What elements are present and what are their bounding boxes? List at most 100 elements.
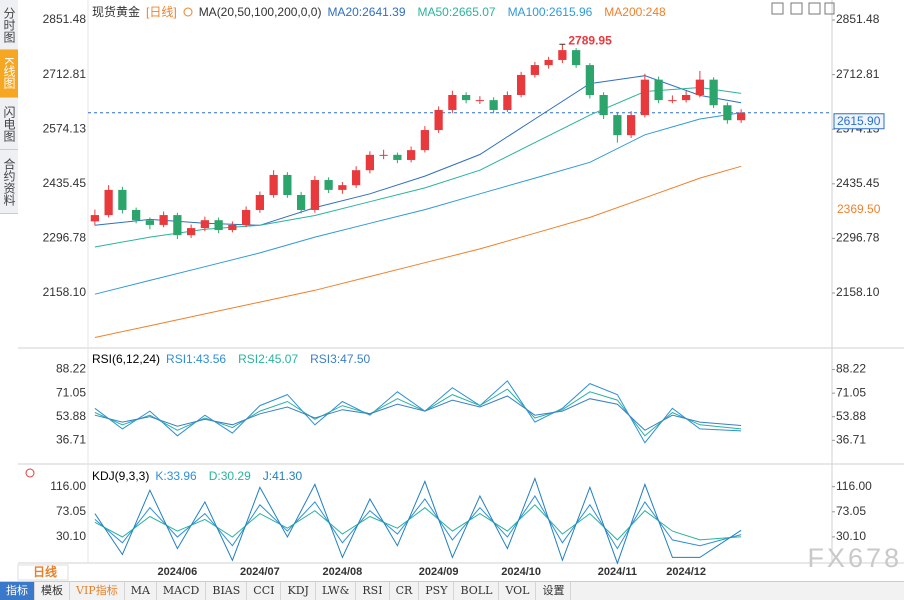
toolbar-item[interactable]: MA (125, 582, 157, 600)
icon[interactable] (824, 2, 835, 15)
period[interactable]: [日线] (146, 5, 177, 19)
candle-body (407, 150, 416, 160)
toolbar-item[interactable]: VOL (499, 582, 537, 600)
ma-params: MA(20,50,100,200,0,0) (198, 4, 322, 19)
candle-body (489, 100, 498, 110)
toolbar-item[interactable]: MACD (157, 582, 207, 600)
y-tick-label: 73.05 (56, 504, 86, 518)
legend-entry: J:41.30 (262, 469, 303, 483)
candle-body (737, 112, 746, 121)
y-tick-label-right: 88.22 (836, 362, 866, 376)
indicator-line (94, 477, 742, 565)
period-tab[interactable]: 日线 (33, 564, 57, 579)
settings-icon[interactable] (183, 7, 193, 17)
y-tick-label-right: 71.05 (836, 385, 866, 399)
icon[interactable] (808, 2, 821, 15)
legend-entry: MA100:2615.96 (507, 4, 593, 19)
legend-entry: RSI3:47.50 (310, 352, 371, 366)
ma-line (94, 112, 742, 295)
candle-body (709, 79, 718, 106)
candle-body (654, 79, 663, 101)
y-tick-label-right: 116.00 (836, 479, 872, 493)
toolbar-icons[interactable] (771, 2, 835, 15)
candle-body (242, 209, 251, 225)
sidebar-tab[interactable]: K线图 (0, 50, 18, 98)
kdj-icon[interactable] (25, 468, 35, 478)
sidebar-tab[interactable]: 闪电图 (0, 98, 18, 150)
kdj-header: KDJ(9,3,3) K:33.96 D:30.29 J:41.30 (92, 469, 302, 483)
candle-body (90, 215, 99, 222)
period-tab-box[interactable] (17, 564, 69, 581)
y-tick-label: 53.88 (56, 409, 86, 423)
toolbar-item[interactable]: RSI (356, 582, 390, 600)
y-tick-label-right: 73.05 (836, 504, 866, 518)
x-tick-label: 2024/08 (322, 566, 362, 578)
y-tick-label-right: 30.10 (836, 529, 866, 543)
price-label: 2615.90 (837, 114, 881, 128)
candle-body (214, 220, 223, 231)
toolbar-item[interactable]: 模板 (35, 582, 70, 600)
indicator-line (94, 395, 742, 431)
y-tick-label-right: 2435.45 (836, 176, 880, 190)
toolbar-item[interactable]: 设置 (536, 582, 572, 600)
candle-body (393, 154, 402, 160)
candle-body (255, 195, 264, 210)
legend: K:33.96 D:30.29 J:41.30 (155, 469, 302, 483)
sidebar-tab[interactable]: 分时图 (0, 0, 18, 50)
y-tick-label: 2851.48 (43, 12, 87, 26)
y-tick-label-right: 2851.48 (836, 12, 880, 26)
candle-body (627, 115, 636, 136)
y-tick-label: 2712.81 (43, 67, 87, 81)
toolbar-item[interactable]: CR (390, 582, 420, 600)
candle-body (585, 65, 594, 96)
y-tick-label-right: 36.71 (836, 433, 866, 447)
candle-body (475, 100, 484, 102)
toolbar-item[interactable]: BOLL (454, 582, 500, 600)
toolbar-item[interactable]: CCI (247, 582, 282, 600)
y-tick-label-right: 2296.78 (836, 231, 880, 245)
indicator-line (94, 495, 742, 550)
legend-entry: RSI2:45.07 (238, 352, 299, 366)
y-tick-label: 116.00 (50, 479, 86, 493)
candle-body (640, 79, 649, 116)
y-tick-label: 36.71 (56, 433, 86, 447)
x-tick-label: 2024/06 (157, 566, 197, 578)
icon[interactable] (771, 2, 784, 15)
toolbar-item[interactable]: BIAS (206, 582, 248, 600)
candle-body (434, 109, 443, 131)
toolbar-item[interactable]: PSY (419, 582, 455, 600)
toolbar-item[interactable]: VIP指标 (70, 582, 125, 600)
candle-body (297, 195, 306, 210)
candle-body (420, 130, 429, 151)
legend: MA20:2641.39 MA50:2665.07 MA100:2615.96 MA2… (327, 5, 665, 19)
watermark: FX678 (807, 543, 902, 573)
x-tick-label: 2024/09 (419, 566, 459, 578)
indicator-line (94, 380, 742, 444)
y-tick-label: 2574.13 (43, 121, 87, 135)
sidebar-tab[interactable]: 合约资料 (0, 150, 18, 214)
candle-body (200, 220, 209, 229)
indicator-toolbar: 指标 模板 VIP指标 MA MACD BIAS CCI KDJ LW& RSI CR PSY BOLL… (0, 581, 904, 600)
indicator-title: KDJ(9,3,3) (92, 469, 150, 483)
indicator-line (94, 504, 742, 541)
toolbar-item[interactable]: LW& (316, 582, 357, 600)
instrument: 现货黄金 (92, 5, 141, 19)
toolbar-item[interactable]: KDJ (281, 582, 316, 600)
candle-body (572, 50, 581, 66)
candle-body (448, 95, 457, 110)
y-tick-label-right: 2712.81 (836, 67, 880, 81)
candle-body (599, 95, 608, 116)
legend-entry: MA200:248 (604, 4, 666, 19)
legend-entry: MA20:2641.39 (327, 4, 406, 19)
candle-body (503, 95, 512, 110)
y-tick-label: 2296.78 (43, 231, 87, 245)
toolbar-item[interactable]: 指标 (0, 582, 35, 600)
candle-body (668, 100, 677, 102)
candle-body (695, 79, 704, 96)
icon[interactable] (790, 2, 803, 15)
y-tick-label: 71.05 (56, 385, 86, 399)
candle-body (145, 220, 154, 225)
y-tick-label-right: 53.88 (836, 409, 866, 423)
